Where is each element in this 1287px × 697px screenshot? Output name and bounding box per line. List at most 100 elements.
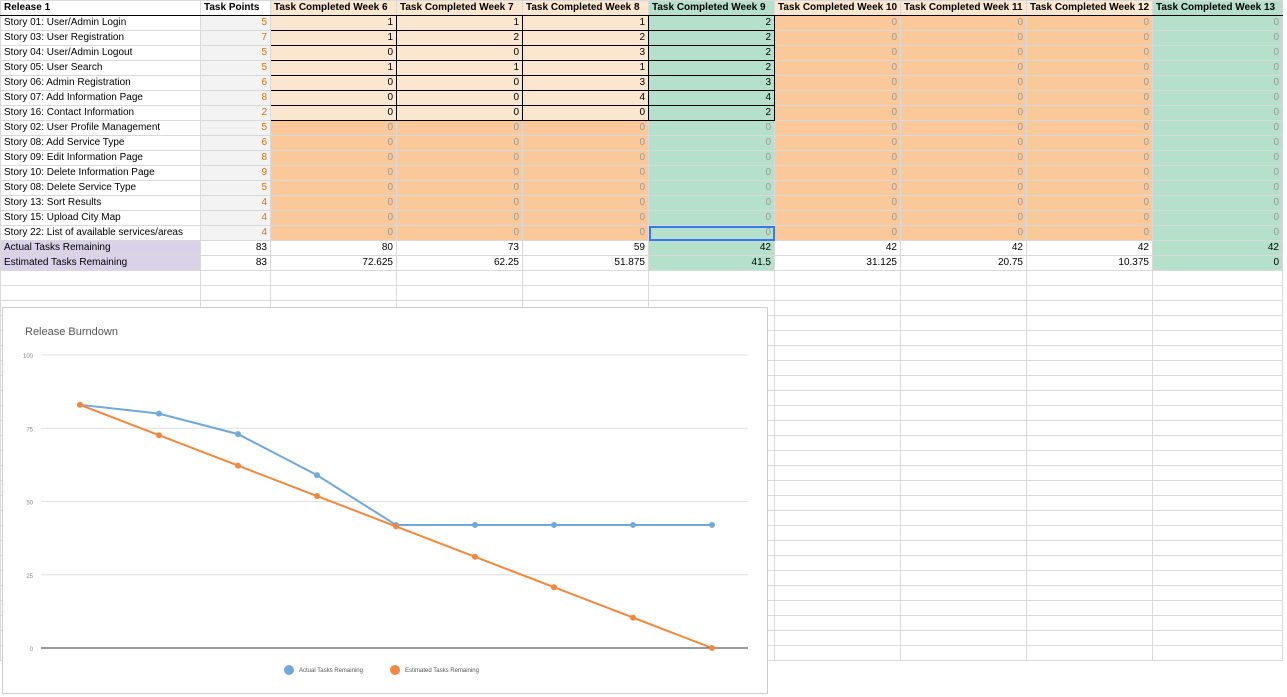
empty-cell[interactable] — [774, 570, 901, 586]
week-cell[interactable]: 0 — [396, 195, 523, 211]
empty-cell[interactable] — [1026, 495, 1153, 511]
empty-cell[interactable] — [900, 585, 1027, 601]
empty-cell[interactable] — [1152, 555, 1283, 571]
empty-cell[interactable] — [1152, 480, 1283, 496]
week-cell[interactable]: 2 — [396, 30, 523, 46]
empty-cell[interactable] — [900, 525, 1027, 541]
week-cell[interactable]: 0 — [396, 150, 523, 166]
empty-cell[interactable] — [200, 270, 271, 286]
week-cell[interactable]: 0 — [1026, 75, 1153, 91]
week-cell[interactable]: 0 — [270, 45, 397, 61]
empty-cell[interactable] — [1152, 360, 1283, 376]
empty-cell[interactable] — [270, 270, 397, 286]
week-cell[interactable]: 0 — [1152, 75, 1283, 91]
week-cell[interactable]: 0 — [270, 90, 397, 106]
week-cell[interactable]: 0 — [522, 165, 649, 181]
empty-cell[interactable] — [1026, 555, 1153, 571]
empty-cell[interactable] — [1152, 645, 1283, 661]
week-cell[interactable]: 1 — [396, 60, 523, 76]
summary-value[interactable]: 31.125 — [774, 255, 901, 271]
week-cell[interactable]: 0 — [1026, 195, 1153, 211]
week-cell[interactable]: 0 — [1152, 90, 1283, 106]
empty-cell[interactable] — [900, 375, 1027, 391]
week-cell[interactable]: 0 — [1152, 180, 1283, 196]
week-cell[interactable]: 0 — [522, 180, 649, 196]
week-cell[interactable]: 0 — [522, 210, 649, 226]
empty-cell[interactable] — [1026, 645, 1153, 661]
empty-cell[interactable] — [900, 270, 1027, 286]
summary-value[interactable]: 0 — [1152, 255, 1283, 271]
empty-cell[interactable] — [1152, 420, 1283, 436]
story-name-cell[interactable]: Story 04: User/Admin Logout — [0, 45, 201, 61]
empty-cell[interactable] — [774, 450, 901, 466]
week-cell[interactable]: 0 — [1152, 120, 1283, 136]
week-cell[interactable]: 0 — [900, 165, 1027, 181]
summary-value[interactable]: 80 — [270, 240, 397, 256]
empty-cell[interactable] — [1026, 525, 1153, 541]
task-points-cell[interactable]: 7 — [200, 30, 271, 46]
week-cell[interactable]: 0 — [1152, 135, 1283, 151]
week-cell[interactable]: 0 — [396, 75, 523, 91]
column-header[interactable]: Task Completed Week 11 — [900, 0, 1027, 16]
week-cell[interactable]: 0 — [774, 165, 901, 181]
week-cell[interactable]: 1 — [396, 15, 523, 31]
week-cell[interactable]: 2 — [648, 30, 775, 46]
week-cell[interactable]: 0 — [270, 75, 397, 91]
summary-label[interactable]: Estimated Tasks Remaining — [0, 255, 201, 271]
story-name-cell[interactable]: Story 06: Admin Registration — [0, 75, 201, 91]
task-points-cell[interactable]: 5 — [200, 120, 271, 136]
week-cell[interactable]: 0 — [1026, 120, 1153, 136]
empty-cell[interactable] — [1026, 330, 1153, 346]
week-cell[interactable]: 0 — [774, 105, 901, 121]
story-name-cell[interactable]: Story 08: Delete Service Type — [0, 180, 201, 196]
week-cell[interactable]: 0 — [270, 105, 397, 121]
empty-cell[interactable] — [1152, 540, 1283, 556]
summary-value[interactable]: 42 — [900, 240, 1027, 256]
summary-value[interactable]: 20.75 — [900, 255, 1027, 271]
week-cell[interactable]: 0 — [648, 150, 775, 166]
week-cell[interactable]: 0 — [648, 195, 775, 211]
summary-value[interactable]: 59 — [522, 240, 649, 256]
empty-cell[interactable] — [900, 630, 1027, 646]
week-cell[interactable]: 0 — [1152, 150, 1283, 166]
week-cell[interactable]: 3 — [648, 75, 775, 91]
week-cell[interactable]: 0 — [1152, 210, 1283, 226]
empty-cell[interactable] — [1152, 435, 1283, 451]
task-points-cell[interactable]: 5 — [200, 45, 271, 61]
empty-cell[interactable] — [774, 420, 901, 436]
task-points-cell[interactable]: 8 — [200, 90, 271, 106]
week-cell[interactable]: 0 — [270, 135, 397, 151]
empty-cell[interactable] — [1026, 315, 1153, 331]
week-cell[interactable]: 0 — [900, 180, 1027, 196]
week-cell[interactable]: 0 — [774, 45, 901, 61]
empty-cell[interactable] — [774, 405, 901, 421]
empty-cell[interactable] — [774, 480, 901, 496]
week-cell[interactable]: 0 — [270, 150, 397, 166]
empty-cell[interactable] — [1152, 570, 1283, 586]
task-points-cell[interactable]: 8 — [200, 150, 271, 166]
empty-cell[interactable] — [774, 375, 901, 391]
empty-cell[interactable] — [900, 315, 1027, 331]
empty-cell[interactable] — [1152, 345, 1283, 361]
empty-cell[interactable] — [900, 435, 1027, 451]
empty-cell[interactable] — [1026, 585, 1153, 601]
task-points-cell[interactable]: 5 — [200, 180, 271, 196]
column-header[interactable]: Task Points — [200, 0, 271, 16]
week-cell[interactable]: 0 — [1026, 45, 1153, 61]
week-cell[interactable]: 0 — [774, 60, 901, 76]
story-name-cell[interactable]: Story 08: Add Service Type — [0, 135, 201, 151]
empty-cell[interactable] — [900, 465, 1027, 481]
empty-cell[interactable] — [774, 315, 901, 331]
empty-cell[interactable] — [1026, 630, 1153, 646]
empty-cell[interactable] — [200, 285, 271, 301]
week-cell[interactable]: 0 — [900, 90, 1027, 106]
empty-cell[interactable] — [1026, 390, 1153, 406]
empty-cell[interactable] — [900, 540, 1027, 556]
week-cell[interactable]: 0 — [774, 120, 901, 136]
week-cell[interactable]: 0 — [900, 150, 1027, 166]
empty-cell[interactable] — [900, 495, 1027, 511]
story-name-cell[interactable]: Story 10: Delete Information Page — [0, 165, 201, 181]
story-name-cell[interactable]: Story 03: User Registration — [0, 30, 201, 46]
burndown-chart[interactable]: Release Burndown 100 75 50 25 0 Actual Tasks … — [2, 307, 768, 694]
week-cell[interactable]: 0 — [1152, 45, 1283, 61]
